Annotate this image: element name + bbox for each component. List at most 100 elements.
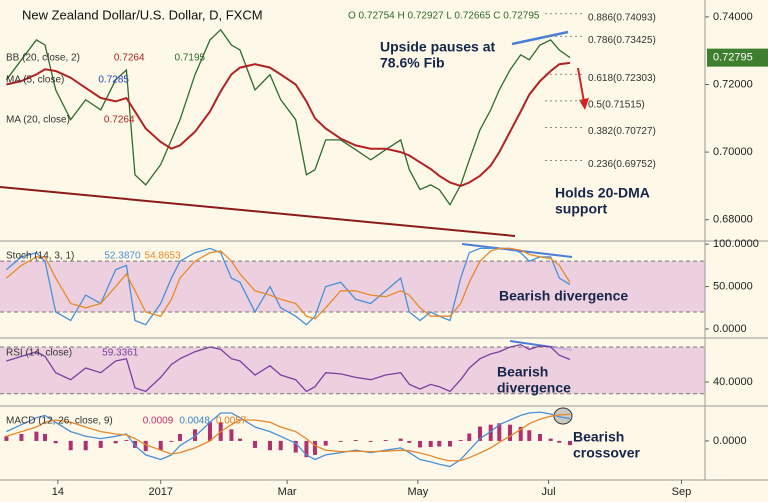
histogram-bar	[158, 440, 163, 451]
indicator-readout: 0.7195	[175, 53, 206, 64]
histogram-bar	[4, 436, 9, 441]
histogram-bar	[398, 438, 403, 441]
histogram-bar	[568, 440, 572, 446]
histogram-bar	[229, 429, 234, 441]
y-tick-label: 50.0000	[713, 280, 753, 292]
histogram-bar	[548, 438, 553, 441]
histogram-bar	[98, 440, 103, 448]
fib-label: 0.786(0.73425)	[588, 35, 656, 46]
histogram-bar	[383, 440, 388, 441]
stoch-divergence-line	[461, 243, 573, 258]
y-tick-label: 100.0000	[713, 238, 759, 250]
histogram-bar	[488, 424, 493, 441]
histogram-bar	[518, 426, 523, 441]
annotation: Bearish	[497, 364, 548, 380]
histogram-bar	[133, 440, 137, 448]
y-tick-label: 0.0000	[713, 323, 747, 335]
histogram-bar	[437, 440, 442, 447]
annotation: Holds 20-DMA	[555, 185, 650, 201]
indicator-readout: 0.7264	[114, 53, 145, 64]
series-line	[6, 411, 571, 468]
histogram-bar	[448, 440, 452, 447]
histogram-bar	[527, 430, 532, 441]
indicator-label: MA (5, close)	[6, 75, 64, 86]
support-trendline	[0, 186, 516, 237]
histogram-bar	[53, 440, 58, 444]
ohlc-readout: O 0.72754 H 0.72927 L 0.72665 C 0.72795	[348, 11, 540, 22]
histogram-bar	[313, 440, 317, 455]
last-price-tag	[707, 48, 768, 67]
indicator-label: Stoch (14, 3, 1)	[6, 251, 74, 262]
band	[0, 347, 705, 394]
indicator-label: BB (20, close, 2)	[6, 53, 80, 64]
histogram-bar	[193, 429, 197, 441]
x-tick-label: Jul	[542, 486, 556, 498]
y-tick-label: 40.0000	[713, 376, 753, 388]
y-tick-label: 0.72000	[713, 78, 753, 90]
indicator-readout: 0.7285	[98, 75, 129, 86]
histogram-bar	[68, 440, 73, 451]
series-line	[6, 413, 571, 462]
indicator-readout: 0.7264	[104, 115, 135, 126]
annotation: Bearish	[573, 429, 624, 445]
chart-title: New Zealand Dollar/U.S. Dollar, D, FXCM	[22, 7, 263, 22]
fib-label: 0.236(0.69752)	[588, 159, 656, 170]
histogram-bar	[428, 440, 433, 447]
histogram-bar	[178, 433, 182, 441]
series-line	[6, 344, 571, 393]
histogram-bar	[458, 440, 463, 441]
indicator-label: MACD (12, 26, close, 9)	[6, 416, 113, 427]
annotation: crossover	[573, 445, 640, 461]
fib-label: 0.382(0.70727)	[588, 126, 656, 137]
series-line	[5, 247, 571, 326]
histogram-bar	[208, 422, 212, 441]
indicator-readout: 0.0009	[143, 416, 174, 427]
series-line	[5, 247, 571, 320]
histogram-bar	[407, 440, 412, 443]
y-tick-label: 0.74000	[713, 11, 753, 23]
histogram-bar	[508, 424, 512, 441]
last-price-label: 0.72795	[713, 52, 753, 64]
histogram-bar	[43, 433, 47, 441]
histogram-bar	[497, 423, 502, 441]
histogram-bar	[338, 440, 343, 442]
histogram-bar	[353, 440, 358, 441]
histogram-bar	[557, 440, 562, 443]
histogram-bar	[467, 433, 472, 441]
indicator-readout: 59.3361	[102, 348, 139, 359]
histogram-bar	[323, 440, 328, 446]
indicator-readout: 0.0048	[179, 416, 210, 427]
indicator-label: RSI (14, close)	[6, 348, 72, 359]
indicator-readout: 54.8653	[145, 251, 182, 262]
annotation: divergence	[497, 380, 571, 396]
y-tick-label: 0.0000	[713, 435, 747, 447]
histogram-bar	[268, 440, 272, 451]
histogram-bar	[169, 440, 174, 442]
histogram-bar	[143, 440, 148, 452]
histogram-bar	[83, 440, 88, 451]
fib-label: 0.618(0.72303)	[588, 73, 656, 84]
x-tick-label: Mar	[278, 486, 297, 498]
histogram-bar	[368, 440, 373, 442]
arrow-shaft	[577, 67, 585, 103]
price-line	[5, 28, 571, 207]
annotation: Bearish divergence	[499, 288, 628, 304]
resistance-trendline	[511, 30, 569, 46]
indicator-readout: 52.3870	[104, 251, 141, 262]
histogram-bar	[124, 440, 129, 441]
histogram-bar	[238, 438, 242, 441]
indicator-readout: 0.0057	[216, 416, 247, 427]
histogram-bar	[253, 440, 257, 448]
series-line	[6, 61, 571, 187]
x-tick-label: 2017	[148, 486, 172, 498]
drawings	[0, 13, 705, 425]
y-tick-label: 0.68000	[713, 214, 753, 226]
histogram-bar	[278, 440, 283, 451]
x-tick-label: Sep	[672, 486, 692, 498]
annotation: 78.6% Fib	[380, 55, 445, 71]
histogram-bar	[293, 440, 298, 453]
annotation: Upside pauses at	[380, 39, 495, 55]
indicator-label: MA (20, close)	[6, 115, 70, 126]
x-tick-label: May	[407, 486, 428, 498]
